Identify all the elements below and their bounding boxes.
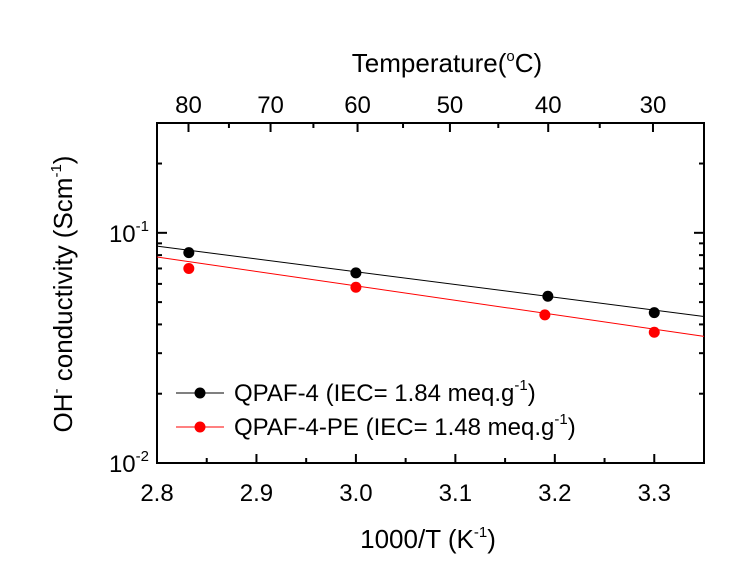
data-markers [183, 247, 660, 338]
data-point-series-1-2 [350, 267, 362, 279]
data-point-series-1-1 [183, 247, 195, 259]
data-point-series-2-2 [350, 281, 362, 293]
x-tick-label: 2.9 [240, 480, 273, 507]
legend-label-qpaf-4-pe: QPAF-4-PE (IEC= 1.48 meq.g-1) [234, 411, 576, 441]
legend-marker-qpaf-4-pe [194, 421, 206, 433]
x-tick-label: 3.1 [439, 480, 472, 507]
data-point-series-2-3 [539, 309, 551, 321]
legend-marker-qpaf-4 [194, 387, 206, 399]
legend-entry-qpaf-4-pe: QPAF-4-PE (IEC= 1.48 meq.g-1) [176, 411, 576, 441]
fit-lines [156, 245, 705, 337]
x-tick-label: 3.3 [638, 480, 671, 507]
x-tick-label: 3.2 [538, 480, 571, 507]
legend-entry-qpaf-4: QPAF-4 (IEC= 1.84 meq.g-1) [176, 377, 536, 407]
data-point-series-1-3 [542, 290, 554, 302]
top-tick-label: 30 [640, 92, 667, 119]
x-tick-label: 2.8 [140, 480, 173, 507]
top-tick-label: 60 [344, 92, 371, 119]
data-point-series-2-1 [183, 262, 195, 274]
fit-line-series-2 [156, 256, 705, 337]
fit-line-series-1 [156, 245, 705, 317]
data-point-series-1-4 [648, 307, 660, 319]
data-point-series-2-4 [648, 326, 660, 338]
y-tick-label: 10-1 [109, 218, 149, 248]
y-tick-label: 10-2 [109, 448, 149, 478]
top-tick-label: 40 [535, 92, 562, 119]
y-axis-title: OH- conductivity (Scm-1) [48, 156, 78, 433]
top-axis-title: Temperature(oC) [352, 48, 542, 78]
x-axis-title: 1000/T (K-1) [360, 524, 496, 554]
top-tick-label: 70 [257, 92, 284, 119]
x-tick-label: 3.0 [339, 480, 372, 507]
top-axis-ticks: 80 70 60 50 40 30 [175, 92, 666, 132]
top-tick-label: 80 [175, 92, 202, 119]
plot-frame [156, 122, 705, 464]
x-axis-ticks: 2.8 2.9 3.0 3.1 3.2 3.3 [140, 454, 705, 507]
top-tick-label: 50 [437, 92, 464, 119]
y-axis-ticks: 10-1 10-2 [109, 162, 704, 478]
legend-label-qpaf-4: QPAF-4 (IEC= 1.84 meq.g-1) [234, 377, 536, 407]
legend: QPAF-4 (IEC= 1.84 meq.g-1) QPAF-4-PE (IE… [176, 377, 576, 441]
